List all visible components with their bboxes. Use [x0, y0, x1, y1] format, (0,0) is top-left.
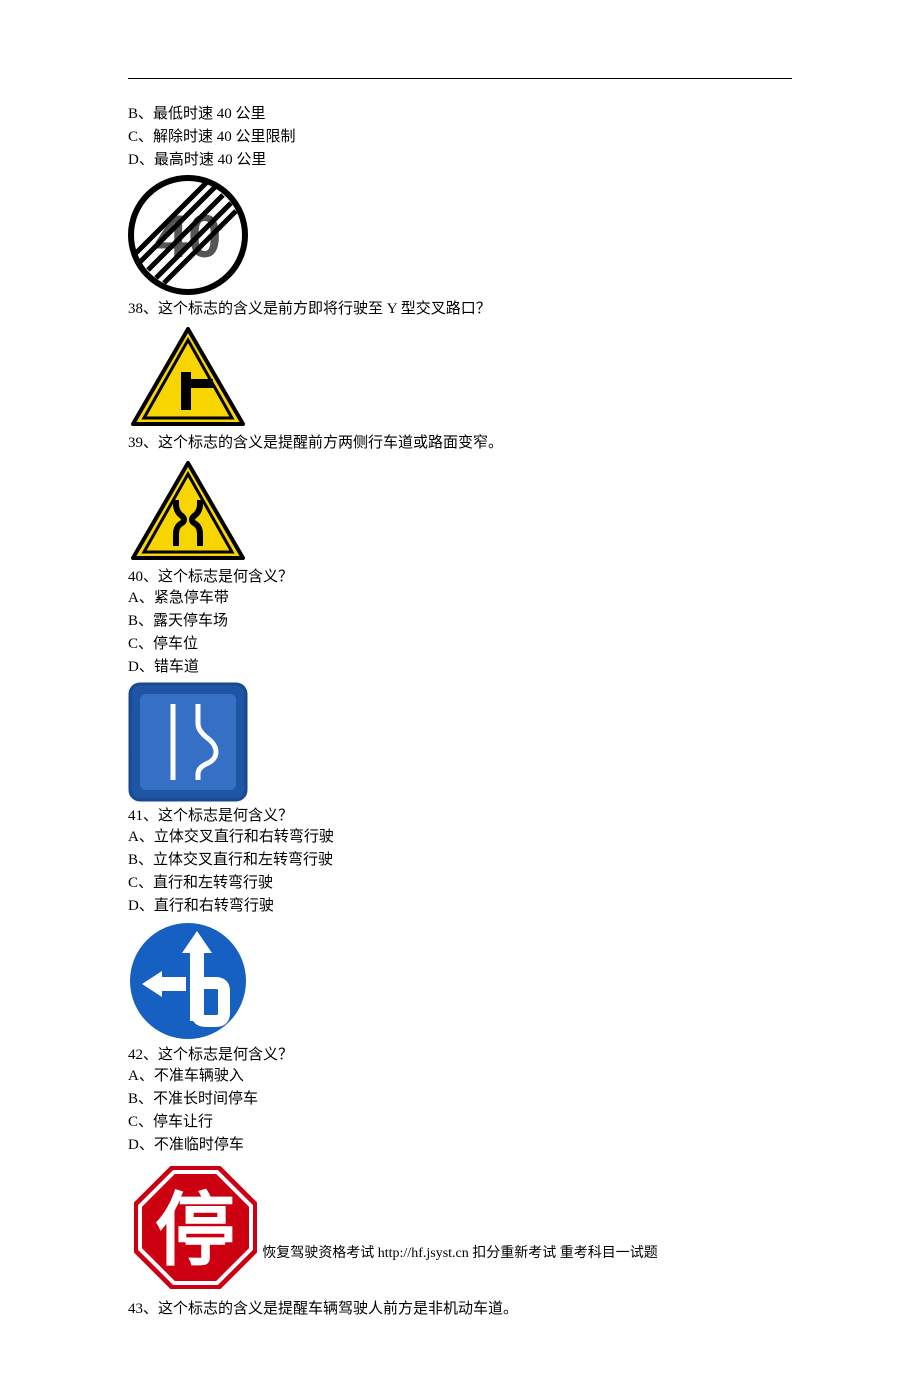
q40-opt-d: D、错车道	[128, 657, 792, 678]
q41-text: 41、这个标志是何含义？	[128, 806, 792, 827]
q40-opt-b: B、露天停车场	[128, 611, 792, 632]
q41-opt-a: A、立体交叉直行和右转弯行驶	[128, 827, 792, 848]
q40-opt-c: C、停车位	[128, 634, 792, 655]
q42-opt-d: D、不准临时停车	[128, 1135, 792, 1156]
q42-text: 42、这个标志是何含义？	[128, 1045, 792, 1066]
straight-left-turn-sign	[128, 921, 248, 1041]
page-top-border	[128, 78, 792, 79]
stop-sign: 停	[128, 1160, 263, 1295]
q42-opt-b: B、不准长时间停车	[128, 1089, 792, 1110]
passing-lane-sign	[128, 682, 248, 802]
q41-opt-c: C、直行和左转弯行驶	[128, 873, 792, 894]
page-footer: 恢复驾驶资格考试 http://hf.jsyst.cn 扣分重新考试 重考科目一…	[0, 1242, 920, 1262]
q38-text: 38、这个标志的含义是前方即将行驶至 Y 型交叉路口？	[128, 299, 792, 320]
q40-text: 40、这个标志是何含义？	[128, 567, 792, 588]
page-content: B、最低时速 40 公里 C、解除时速 40 公里限制 D、最高时速 40 公里…	[0, 0, 920, 1380]
option-c-prev: C、解除时速 40 公里限制	[128, 127, 792, 148]
q43-text: 43、这个标志的含义是提醒车辆驾驶人前方是非机动车道。	[128, 1299, 792, 1320]
q42-opt-a: A、不准车辆驶入	[128, 1066, 792, 1087]
t-intersection-sign	[128, 324, 248, 429]
road-narrows-sign	[128, 458, 248, 563]
q41-opt-b: B、立体交叉直行和左转弯行驶	[128, 850, 792, 871]
q40-opt-a: A、紧急停车带	[128, 588, 792, 609]
speed-limit-release-sign: 40	[128, 175, 248, 295]
q42-opt-c: C、停车让行	[128, 1112, 792, 1133]
option-d-prev: D、最高时速 40 公里	[128, 150, 792, 171]
q41-opt-d: D、直行和右转弯行驶	[128, 896, 792, 917]
q39-text: 39、这个标志的含义是提醒前方两侧行车道或路面变窄。	[128, 433, 792, 454]
option-b-prev: B、最低时速 40 公里	[128, 104, 792, 125]
